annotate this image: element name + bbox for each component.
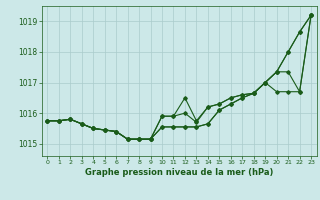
X-axis label: Graphe pression niveau de la mer (hPa): Graphe pression niveau de la mer (hPa) xyxy=(85,168,273,177)
